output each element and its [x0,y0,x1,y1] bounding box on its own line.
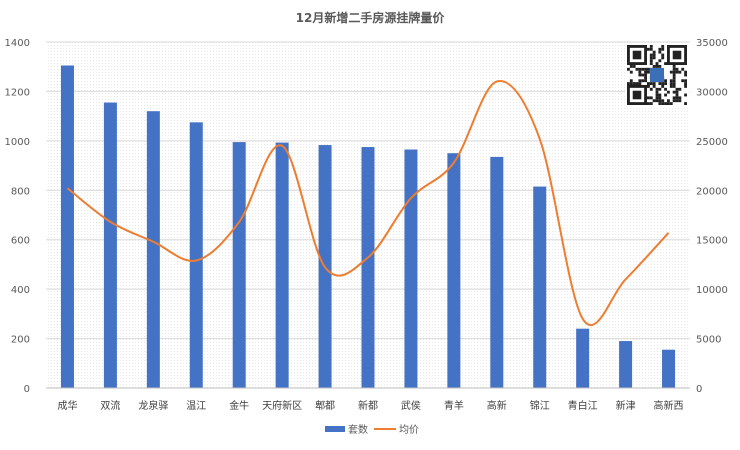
x-axis-labels: 成华 双流 龙泉驿 温江 金牛 天府新区 郫都 新都 武侯 青羊 高新 锦江 青白江 新津 高新西 [57,399,683,412]
right-tick-label: 0 [696,384,702,395]
left-tick-label: 600 [11,236,30,247]
x-tick-label: 青羊 [444,399,464,412]
x-tick-label: 金牛 [229,399,249,412]
left-tick-label: 400 [11,285,30,296]
bar [533,186,547,388]
left-tick-label: 800 [11,186,30,197]
x-tick-label: 成华 [57,399,77,412]
x-tick-label: 龙泉驿 [138,399,168,412]
right-axis: 0 5000 10000 15000 20000 25000 30000 35000 [696,38,728,395]
right-tick-label: 30000 [696,87,728,98]
bar [361,147,375,388]
left-tick-label: 0 [24,384,30,395]
x-tick-label: 双流 [100,399,120,412]
left-axis: 0 200 400 600 800 1000 1200 1400 [5,38,30,395]
right-tick-label: 10000 [696,285,728,296]
x-tick-label: 新津 [616,399,636,412]
bar [189,122,203,389]
legend-label-line: 均价 [399,424,419,436]
line-series [66,80,670,327]
bar [576,328,590,388]
left-tick-label: 1400 [5,38,30,49]
x-tick-label: 新都 [358,399,378,412]
bar [103,102,117,389]
right-tick-label: 25000 [696,137,728,148]
qr-code-icon [625,43,689,107]
bar [60,65,74,388]
bar [404,149,418,388]
x-tick-label: 天府新区 [262,399,302,412]
right-tick-label: 15000 [696,236,728,247]
chart-title: 12月新增二手房源挂牌量价 [296,10,446,25]
left-tick-label: 1000 [5,137,30,148]
left-tick-label: 1200 [5,87,30,98]
x-tick-label: 高新西 [654,399,684,412]
bar-series [60,65,676,389]
bar [490,156,504,388]
bar [146,111,160,388]
x-tick-label: 锦江 [530,399,550,412]
bar [619,341,633,388]
left-tick-label: 200 [11,335,30,346]
bar [275,142,289,388]
legend: 套数 均价 [325,423,419,436]
x-tick-label: 武侯 [401,399,421,412]
bar [232,142,246,388]
x-tick-label: 郫都 [315,399,335,412]
x-tick-label: 温江 [186,400,206,412]
bar [447,153,461,388]
x-tick-label: 青白江 [568,399,598,412]
right-tick-label: 20000 [696,186,728,197]
legend-swatch-bar [325,426,345,432]
bar [662,349,676,388]
right-tick-label: 35000 [696,38,728,49]
right-tick-label: 5000 [696,335,721,346]
legend-label-bar: 套数 [348,423,368,436]
x-tick-label: 高新 [487,399,507,412]
